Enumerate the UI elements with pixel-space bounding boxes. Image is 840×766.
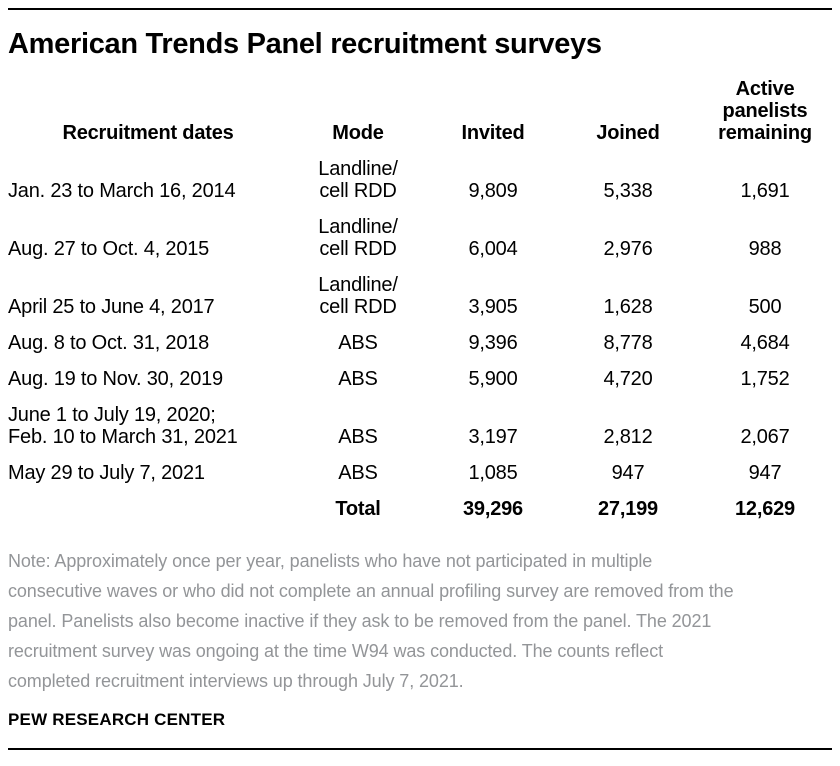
table-row: April 25 to June 4, 2017 Landline/ cell …	[8, 260, 832, 318]
col-header-recruitment-dates: Recruitment dates	[62, 122, 234, 144]
recruitment-table: Recruitment dates Mode Invited Joined Ac…	[8, 70, 832, 520]
total-empty-cell	[8, 484, 288, 520]
source-label: PEW RESEARCH CENTER	[8, 710, 226, 729]
col-header-active-panelists-remaining: Active panelists remaining	[718, 78, 812, 144]
cell-mode: Landline/ cell RDD	[318, 274, 398, 318]
cell-invited: 9,396	[468, 332, 518, 354]
cell-invited: 9,809	[468, 180, 518, 202]
total-row: Total 39,296 27,199 12,629	[8, 484, 832, 520]
cell-dates: Aug. 27 to Oct. 4, 2015	[8, 238, 210, 260]
cell-remaining: 947	[748, 462, 782, 484]
table-row: Aug. 27 to Oct. 4, 2015 Landline/ cell R…	[8, 202, 832, 260]
cell-joined: 5,338	[603, 180, 653, 202]
cell-dates: April 25 to June 4, 2017	[8, 296, 215, 318]
page-title: American Trends Panel recruitment survey…	[8, 28, 602, 60]
table-row: June 1 to July 19, 2020; Feb. 10 to Marc…	[8, 390, 832, 448]
cell-remaining: 2,067	[740, 426, 790, 448]
cell-invited: 5,900	[468, 368, 518, 390]
cell-joined: 1,628	[603, 296, 653, 318]
bottom-rule	[8, 748, 832, 750]
cell-dates: May 29 to July 7, 2021	[8, 462, 205, 484]
total-joined: 27,199	[598, 498, 658, 520]
cell-remaining: 1,691	[740, 180, 790, 202]
total-invited: 39,296	[463, 498, 523, 520]
cell-mode: ABS	[338, 368, 378, 390]
col-header-mode: Mode	[332, 122, 384, 144]
cell-dates: Aug. 8 to Oct. 31, 2018	[8, 332, 210, 354]
cell-invited: 3,197	[468, 426, 518, 448]
cell-mode: ABS	[338, 332, 378, 354]
table-row: Jan. 23 to March 16, 2014 Landline/ cell…	[8, 144, 832, 202]
header-row: Recruitment dates Mode Invited Joined Ac…	[8, 70, 832, 144]
note-text: Note: Approximately once per year, panel…	[8, 551, 734, 691]
cell-mode: ABS	[338, 426, 378, 448]
cell-joined: 4,720	[603, 368, 653, 390]
cell-invited: 6,004	[468, 238, 518, 260]
cell-mode: ABS	[338, 462, 378, 484]
top-rule	[8, 8, 832, 10]
total-label: Total	[335, 498, 381, 520]
cell-joined: 8,778	[603, 332, 653, 354]
table-row: May 29 to July 7, 2021 ABS 1,085 947 947	[8, 448, 832, 484]
col-header-joined: Joined	[596, 122, 660, 144]
col-header-invited: Invited	[461, 122, 525, 144]
cell-invited: 1,085	[468, 462, 518, 484]
cell-dates: Jan. 23 to March 16, 2014	[8, 180, 236, 202]
cell-remaining: 500	[748, 296, 782, 318]
cell-joined: 947	[611, 462, 645, 484]
cell-dates: June 1 to July 19, 2020; Feb. 10 to Marc…	[8, 404, 238, 448]
cell-mode: Landline/ cell RDD	[318, 158, 398, 202]
cell-dates: Aug. 19 to Nov. 30, 2019	[8, 368, 223, 390]
cell-mode: Landline/ cell RDD	[318, 216, 398, 260]
cell-joined: 2,812	[603, 426, 653, 448]
cell-invited: 3,905	[468, 296, 518, 318]
table-row: Aug. 8 to Oct. 31, 2018 ABS 9,396 8,778 …	[8, 318, 832, 354]
report-figure: American Trends Panel recruitment survey…	[0, 8, 840, 766]
total-remaining: 12,629	[735, 498, 795, 520]
cell-joined: 2,976	[603, 238, 653, 260]
cell-remaining: 988	[748, 238, 782, 260]
cell-remaining: 4,684	[740, 332, 790, 354]
table-row: Aug. 19 to Nov. 30, 2019 ABS 5,900 4,720…	[8, 354, 832, 390]
cell-remaining: 1,752	[740, 368, 790, 390]
